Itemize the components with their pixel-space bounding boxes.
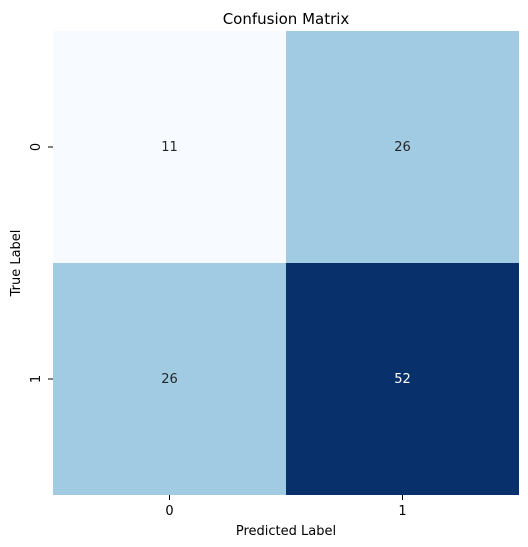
heatmap-cell-labels: 11 26 26 52	[161, 140, 411, 387]
chart-title: Confusion Matrix	[223, 10, 350, 28]
x-tick-label-1: 1	[398, 504, 406, 519]
y-axis-ticks: 01	[29, 143, 53, 383]
heatmap-cells	[53, 31, 519, 495]
cell-value-label-0-0: 11	[161, 140, 178, 155]
cell-value-label-1-1: 52	[394, 372, 411, 387]
heatmap-cell-1-1	[286, 263, 519, 495]
heatmap-cell-0-0	[53, 31, 286, 263]
y-tick-label-1: 1	[29, 375, 44, 383]
heatmap-cell-0-1	[286, 31, 519, 263]
cell-value-label-0-1: 26	[394, 140, 411, 155]
heatmap-cell-1-0	[53, 263, 286, 495]
x-tick-label-0: 0	[165, 504, 173, 519]
x-axis-label: Predicted Label	[236, 524, 336, 539]
y-tick-label-0: 0	[29, 143, 44, 151]
y-axis-label: True Label	[9, 230, 24, 298]
cell-value-label-1-0: 26	[161, 372, 178, 387]
